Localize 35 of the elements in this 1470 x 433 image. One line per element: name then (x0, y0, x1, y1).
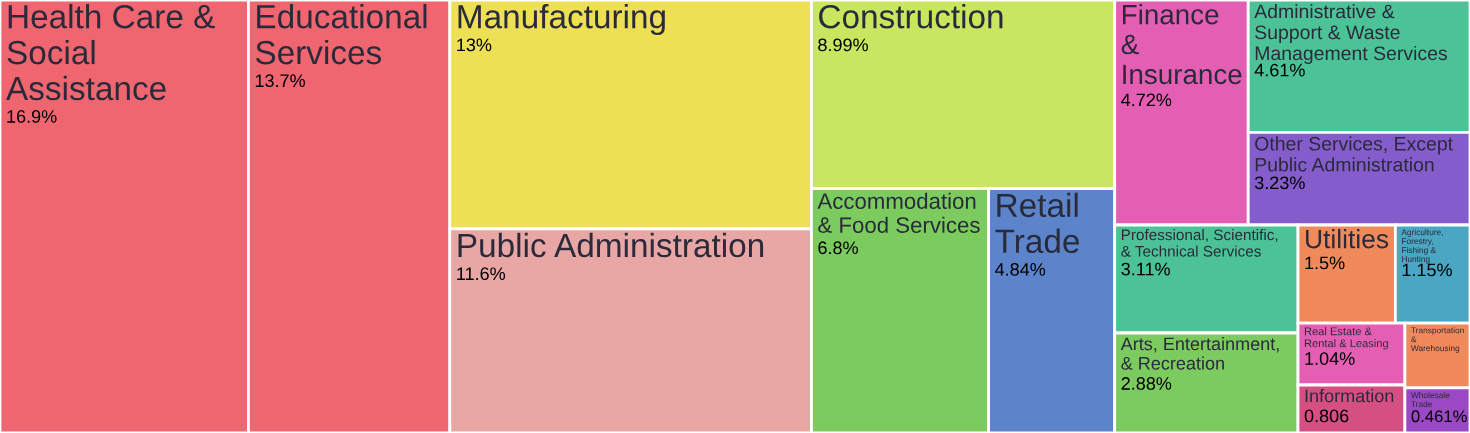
category-label: Construction (819, 4, 1003, 29)
data-label: 0.461% (1411, 410, 1467, 423)
data-label: 2.88% (1121, 377, 1172, 390)
data-label: 6.8% (818, 241, 858, 255)
data-label: 1.15% (1402, 263, 1452, 277)
category-label: Retail Trade (995, 192, 1079, 254)
data-label: 0.806 (1304, 409, 1349, 423)
category-label: Other Services, Except Public Administration (1255, 136, 1453, 172)
data-label: 1.04% (1305, 352, 1355, 365)
category-label: Public Administration (458, 232, 764, 258)
data-label: 4.61% (1254, 63, 1305, 77)
data-label: 4.84% (995, 262, 1046, 276)
category-label: Real Estate & Rental & Leasing (1304, 327, 1388, 350)
category-label: Manufacturing (458, 4, 665, 36)
data-label: 3.11% (1121, 262, 1170, 276)
data-label: 16.9% (7, 110, 57, 123)
category-label: Administrative & Support & Waste Management Services (1254, 4, 1447, 65)
category-label: Educational Services (255, 4, 427, 65)
category-label: Finance & Insurance (1121, 4, 1242, 85)
data-label: 3.23% (1254, 176, 1305, 190)
category-label: Wholesale Trade (1410, 391, 1450, 408)
category-label: Transportation & Warehousing (1410, 327, 1464, 353)
category-label: Information (1305, 389, 1394, 403)
data-label: 8.99% (818, 38, 868, 52)
category-label: Health Care & Social Assistance (6, 4, 215, 101)
data-label: 11.6% (457, 267, 506, 281)
category-label: Accommodation & Food Services (817, 192, 980, 233)
data-label: 4.72% (1121, 93, 1172, 107)
data-label: 13% (457, 38, 492, 52)
category-label: Arts, Entertainment, & Recreation (1120, 337, 1279, 370)
category-label: Professional, Scientific, & Technical Services (1121, 229, 1278, 257)
category-label: Agriculture, Forestry, Fishing & Hunting (1401, 229, 1443, 264)
category-label: Utilities (1306, 229, 1389, 249)
data-label: 13.7% (255, 74, 305, 88)
data-label: 1.5% (1305, 256, 1345, 270)
